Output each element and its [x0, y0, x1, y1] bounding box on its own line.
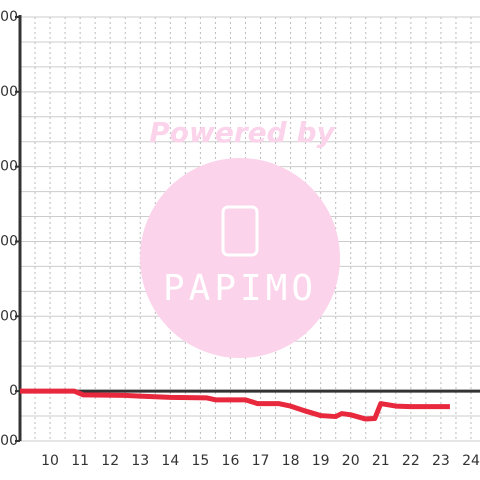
- x-tick-label: 14: [161, 453, 179, 469]
- y-tick-label: -20,000: [0, 433, 18, 449]
- y-tick-label: 0: [9, 383, 18, 399]
- y-tick-label: 30,000: [0, 308, 18, 324]
- y-tick-label: 90,000: [0, 159, 18, 175]
- watermark-logo: PAPIMO: [163, 268, 317, 309]
- x-tick-label: 19: [312, 453, 330, 469]
- watermark-text: Powered by: [149, 116, 336, 149]
- series-line: [20, 388, 450, 422]
- x-tick-label: 13: [131, 453, 149, 469]
- x-tick-label: 24: [462, 453, 480, 469]
- y-tick-label: 60,000: [0, 233, 18, 249]
- x-tick-label: 22: [402, 453, 420, 469]
- x-tick-label: 16: [222, 453, 240, 469]
- x-tick-label: 11: [71, 453, 89, 469]
- watermark-phone: [221, 205, 259, 257]
- y-tick-label: 120,000: [0, 84, 18, 100]
- watermark: Powered by PAPIMO: [140, 116, 340, 358]
- plot: -20,000 0 30,000 60,000 90,000 120,000 150,000…: [0, 9, 480, 469]
- x-tick-label: 10: [41, 453, 59, 469]
- x-tick-label: 18: [282, 453, 300, 469]
- x-tick-label: 12: [101, 453, 119, 469]
- y-tick-label: 150,000: [0, 9, 18, 25]
- watermark-circle: [140, 158, 340, 358]
- x-tick-label: 23: [432, 453, 450, 469]
- x-tick-label: 21: [372, 453, 390, 469]
- x-tick-label: 15: [191, 453, 209, 469]
- x-tick-label: 17: [252, 453, 270, 469]
- x-tick-label: 20: [342, 453, 360, 469]
